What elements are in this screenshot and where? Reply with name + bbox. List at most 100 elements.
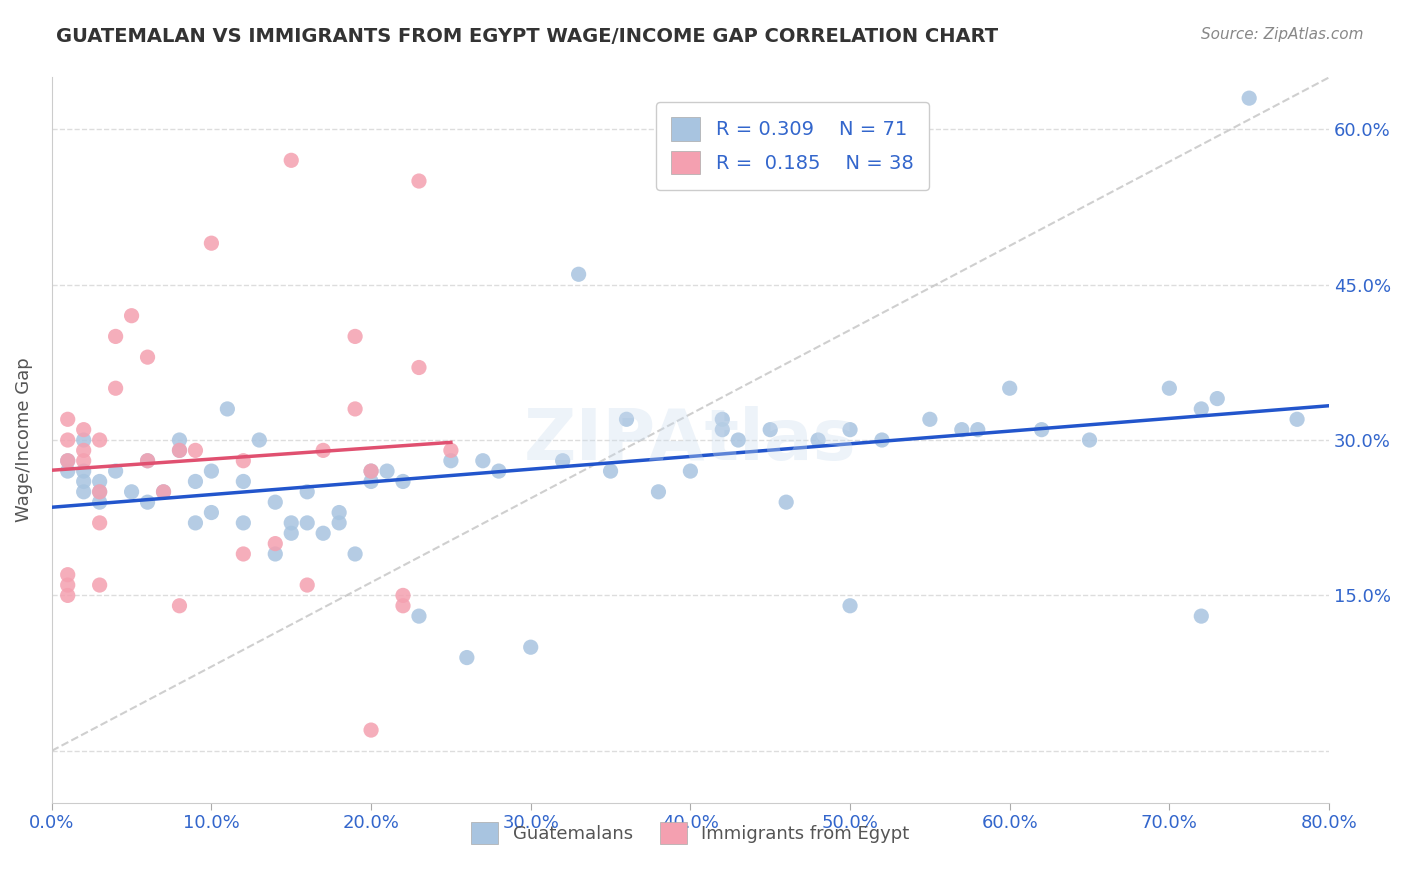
Point	[392, 588, 415, 602]
Point	[519, 640, 541, 655]
Point	[136, 454, 159, 468]
Point	[599, 464, 621, 478]
Point	[966, 423, 988, 437]
Point	[73, 484, 96, 499]
Point	[169, 599, 191, 613]
Point	[679, 464, 702, 478]
Point	[56, 567, 79, 582]
Point	[56, 433, 79, 447]
Point	[89, 578, 111, 592]
Point	[73, 454, 96, 468]
Point	[839, 423, 862, 437]
Point	[56, 454, 79, 468]
Point	[136, 495, 159, 509]
Point	[440, 454, 463, 468]
Point	[232, 454, 254, 468]
Point	[104, 381, 127, 395]
Point	[56, 464, 79, 478]
Point	[328, 506, 350, 520]
Point	[392, 475, 415, 489]
Y-axis label: Wage/Income Gap: Wage/Income Gap	[15, 358, 32, 523]
Point	[1189, 609, 1212, 624]
Point	[1031, 423, 1053, 437]
Point	[152, 484, 174, 499]
Point	[295, 578, 318, 592]
Point	[232, 547, 254, 561]
Point	[1206, 392, 1229, 406]
Point	[759, 423, 782, 437]
Point	[247, 433, 270, 447]
Point	[73, 464, 96, 478]
Point	[1286, 412, 1309, 426]
Point	[200, 236, 222, 251]
Point	[375, 464, 398, 478]
Point	[456, 650, 478, 665]
Point	[56, 454, 79, 468]
Point	[264, 495, 287, 509]
Point	[56, 588, 79, 602]
Point	[89, 433, 111, 447]
Point	[775, 495, 797, 509]
Point	[217, 401, 239, 416]
Point	[344, 547, 367, 561]
Text: GUATEMALAN VS IMMIGRANTS FROM EGYPT WAGE/INCOME GAP CORRELATION CHART: GUATEMALAN VS IMMIGRANTS FROM EGYPT WAGE…	[56, 27, 998, 45]
Point	[950, 423, 973, 437]
Point	[312, 443, 335, 458]
Point	[647, 484, 669, 499]
Point	[184, 516, 207, 530]
Point	[136, 350, 159, 364]
Point	[121, 309, 143, 323]
Point	[169, 433, 191, 447]
Point	[136, 454, 159, 468]
Point	[104, 329, 127, 343]
Point	[232, 475, 254, 489]
Point	[344, 329, 367, 343]
Point	[295, 516, 318, 530]
Point	[73, 443, 96, 458]
Text: Source: ZipAtlas.com: Source: ZipAtlas.com	[1201, 27, 1364, 42]
Legend: R = 0.309    N = 71, R =  0.185    N = 38: R = 0.309 N = 71, R = 0.185 N = 38	[655, 102, 929, 190]
Point	[89, 484, 111, 499]
Point	[89, 484, 111, 499]
Point	[73, 475, 96, 489]
Point	[200, 464, 222, 478]
Point	[73, 433, 96, 447]
Point	[56, 578, 79, 592]
Point	[328, 516, 350, 530]
Point	[89, 516, 111, 530]
Point	[392, 599, 415, 613]
Point	[312, 526, 335, 541]
Point	[169, 443, 191, 458]
Point	[89, 495, 111, 509]
Point	[264, 536, 287, 550]
Text: ZIPAtlas: ZIPAtlas	[524, 406, 856, 475]
Point	[184, 475, 207, 489]
Point	[344, 401, 367, 416]
Point	[807, 433, 830, 447]
Point	[264, 547, 287, 561]
Point	[232, 516, 254, 530]
Point	[104, 464, 127, 478]
Point	[280, 526, 302, 541]
Point	[1078, 433, 1101, 447]
Point	[280, 516, 302, 530]
Point	[152, 484, 174, 499]
Point	[1237, 91, 1260, 105]
Point	[89, 475, 111, 489]
Point	[711, 412, 734, 426]
Point	[998, 381, 1021, 395]
Point	[488, 464, 510, 478]
Point	[56, 412, 79, 426]
Point	[360, 475, 382, 489]
Point	[280, 153, 302, 168]
Point	[440, 443, 463, 458]
Point	[711, 423, 734, 437]
Point	[200, 506, 222, 520]
Point	[169, 443, 191, 458]
Point	[1159, 381, 1181, 395]
Point	[839, 599, 862, 613]
Point	[408, 609, 430, 624]
Point	[1189, 401, 1212, 416]
Point	[73, 423, 96, 437]
Point	[360, 464, 382, 478]
